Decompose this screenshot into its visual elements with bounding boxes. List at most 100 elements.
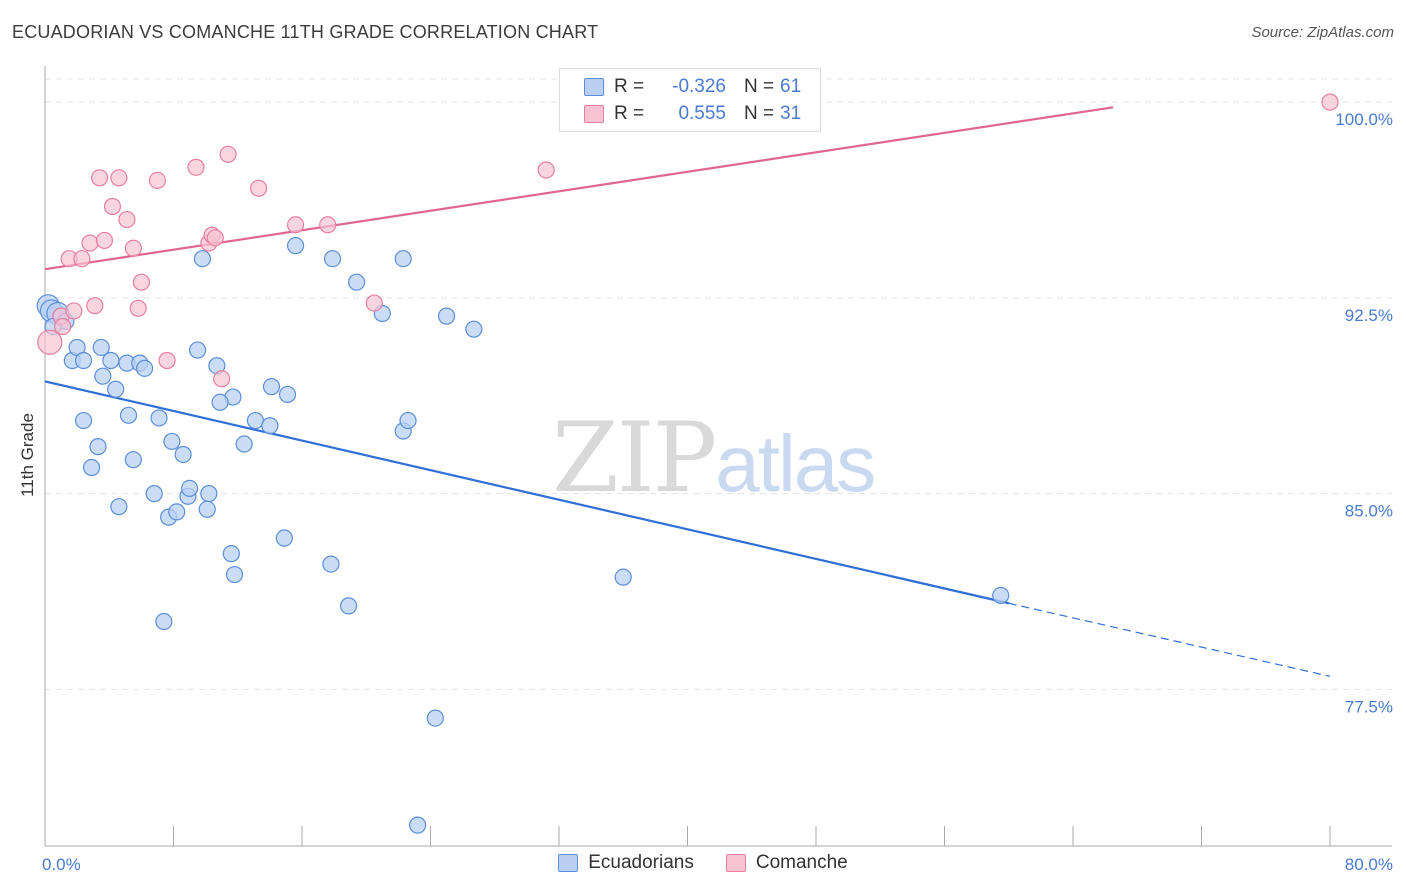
comanche-point [103, 197, 122, 216]
comanche-point [81, 234, 99, 252]
ecuadorians-point [225, 565, 244, 584]
ecuadorians-point [168, 503, 186, 521]
ecuadorians-point [322, 555, 340, 573]
ecuadorians-point [246, 411, 265, 430]
ecuadorians-point [211, 393, 229, 411]
comanche-trend [44, 106, 1114, 271]
ecuadorians-point [74, 411, 93, 430]
comanche-point [91, 169, 109, 187]
comanche-point [286, 216, 305, 234]
legend-swatch-pink [584, 105, 604, 123]
ecuadorians-point [74, 351, 93, 370]
ecuadorians-point [261, 417, 279, 435]
comanche-point [213, 370, 231, 388]
ecuadorians-point [275, 529, 293, 547]
ecuadorians-point [409, 816, 427, 834]
gridlines [45, 78, 1392, 690]
comanche-point [250, 179, 268, 197]
ecuadorians-point [163, 432, 181, 451]
ecuadorians-point [82, 458, 101, 477]
comanche-point [124, 239, 142, 257]
ecuadorians-point [348, 273, 366, 291]
ecuadorians-point [150, 409, 168, 427]
watermark-zip: ZIP [552, 402, 717, 514]
ecuadorians-point [262, 378, 281, 396]
ecuadorians-point [107, 380, 125, 398]
legend-n-value: 61 [780, 76, 802, 97]
series-legend: Ecuadorians Comanche [0, 852, 1406, 874]
legend-r-label: R = [614, 103, 645, 124]
ecuadorians-point [174, 445, 192, 464]
legend-n-value: 31 [780, 103, 802, 124]
legend-n-label: N = [744, 103, 775, 124]
x-tick-label: 80.0% [1345, 855, 1393, 874]
comanche-points [37, 93, 1339, 388]
y-tick-label: 100.0% [1335, 110, 1393, 129]
ecuadorians-point [323, 250, 342, 268]
comanche-point [365, 294, 383, 312]
ecuadorians-point [198, 500, 216, 518]
ecuadorians-point [399, 411, 417, 430]
ecuadorians-point [94, 367, 112, 385]
legend-label-ecuadorians: Ecuadorians [588, 852, 694, 873]
y-tick-label: 77.5% [1345, 697, 1393, 716]
ecuadorians-point [155, 612, 173, 631]
comanche-point [319, 216, 337, 234]
legend-row-ecuadorians: R = -0.326 N = 61 [584, 75, 801, 99]
ecuadorians-points [36, 237, 1010, 834]
ecuadorians-point [614, 568, 632, 586]
ecuadorians-point [235, 435, 253, 453]
legend-row-comanche: R = 0.555 N = 31 [584, 102, 801, 126]
ecuadorians-trend-extension [1008, 602, 1331, 677]
comanche-point [187, 158, 205, 176]
watermark: ZIPatlas [552, 402, 876, 514]
comanche-point [206, 229, 224, 247]
ecuadorians-trend [44, 380, 1331, 677]
comanche-point [129, 299, 147, 317]
comanche-point [86, 297, 104, 315]
ecuadorians-point [278, 385, 297, 404]
ecuadorians-point [200, 485, 218, 503]
legend-item-ecuadorians[interactable]: Ecuadorians [558, 852, 694, 874]
ecuadorians-point [992, 586, 1010, 605]
legend-swatch-blue [558, 854, 579, 872]
legend-item-comanche[interactable]: Comanche [725, 852, 848, 874]
legend-r-value: -0.326 [672, 76, 726, 97]
x-tick-label: 0.0% [42, 855, 81, 874]
ecuadorians-point [465, 320, 483, 338]
comanche-point [158, 351, 176, 370]
ecuadorians-point [180, 479, 199, 498]
ecuadorians-point [286, 237, 305, 255]
comanche-point [54, 317, 72, 336]
comanche-point [1321, 93, 1339, 111]
axes [44, 66, 1392, 847]
source-label: Source: ZipAtlas.com [1251, 24, 1394, 41]
ecuadorians-point [135, 359, 154, 377]
ecuadorians-point [394, 250, 412, 268]
ecuadorians-point [119, 406, 138, 424]
ecuadorians-point [110, 498, 128, 516]
legend-label-comanche: Comanche [755, 852, 848, 873]
ecuadorians-point [426, 709, 444, 727]
tick-labels: 77.5% 85.0% 92.5% 100.0% 0.0% 80.0% [42, 110, 1393, 874]
y-tick-label: 85.0% [1345, 502, 1393, 521]
comanche-point [219, 145, 237, 163]
ecuadorians-point [193, 250, 212, 268]
comanche-point [148, 171, 167, 190]
ecuadorians-point [222, 545, 240, 563]
legend-r-value: 0.555 [678, 103, 726, 124]
legend-n-label: N = [744, 76, 775, 97]
comanche-point [95, 231, 114, 250]
legend-swatch-pink [725, 854, 746, 872]
comanche-point [537, 161, 555, 179]
ecuadorians-trend-line [44, 380, 1009, 605]
comanche-point [132, 273, 150, 291]
legend-swatch-blue [584, 78, 604, 96]
ecuadorians-point [92, 338, 110, 357]
ecuadorians-point [188, 341, 207, 359]
ecuadorians-point [339, 597, 358, 615]
ecuadorians-point [102, 351, 120, 370]
correlation-legend: R = -0.326 N = 61 R = 0.555 N = 31 [559, 68, 821, 132]
comanche-trend-line [44, 106, 1114, 271]
